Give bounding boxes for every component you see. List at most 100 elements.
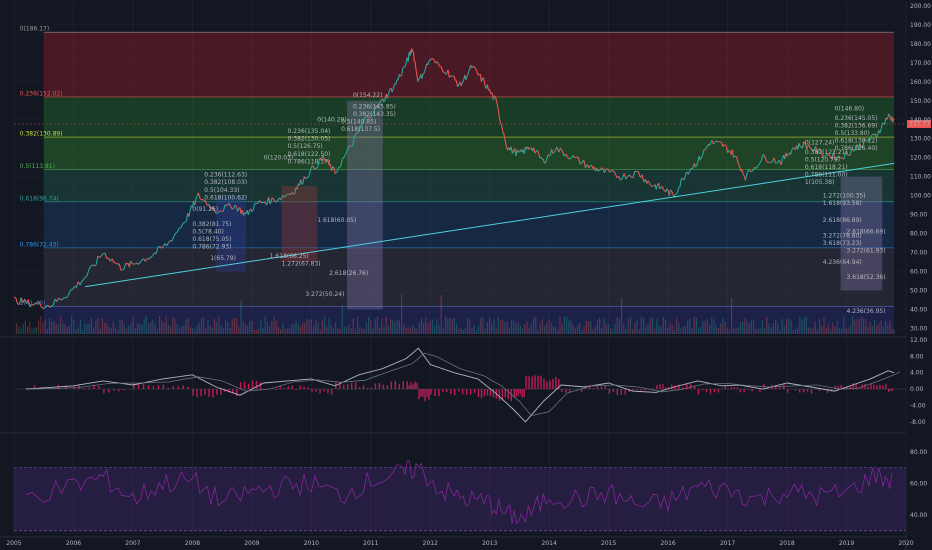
- volume-bar: [293, 323, 295, 334]
- macd-histogram-bar: [350, 382, 353, 390]
- volume-bar: [832, 322, 834, 334]
- macd-histogram-bar: [552, 378, 554, 390]
- volume-bar: [405, 327, 407, 334]
- price-segment: [785, 152, 788, 157]
- volume-bar: [341, 304, 343, 334]
- volume-bar: [808, 327, 810, 334]
- price-segment: [572, 155, 576, 158]
- volume-bar: [255, 329, 257, 334]
- volume-bar: [495, 328, 497, 334]
- volume-bar: [636, 320, 638, 334]
- volume-bar: [442, 328, 444, 334]
- volume-bar: [354, 329, 356, 334]
- price-segment: [818, 148, 822, 151]
- volume-bar: [456, 323, 458, 334]
- volume-bar: [315, 319, 317, 334]
- price-segment: [815, 146, 818, 154]
- volume-bar: [134, 328, 136, 334]
- volume-bar: [482, 316, 484, 334]
- macd-histogram-bar: [806, 389, 809, 392]
- price-segment: [537, 152, 541, 158]
- macd-histogram-bar: [864, 384, 866, 390]
- price-segment: [212, 206, 215, 211]
- volume-bar: [544, 325, 546, 334]
- macd-signal-line: [31, 352, 901, 417]
- macd-histogram-bar: [709, 389, 712, 395]
- volume-bar: [231, 319, 233, 334]
- volume-bar: [451, 318, 453, 334]
- macd-histogram-bar: [323, 389, 325, 392]
- macd-histogram-bar: [454, 389, 456, 396]
- volume-bar: [106, 323, 108, 334]
- macd-histogram-bar: [751, 389, 753, 392]
- volume-bar: [233, 317, 235, 334]
- fib-level-label: 0(186.17): [20, 26, 50, 33]
- fib-annotation: 0.786(72.93): [192, 244, 231, 251]
- support-trendline[interactable]: [85, 162, 895, 288]
- volume-bar: [401, 293, 403, 334]
- volume-bar: [768, 323, 770, 334]
- volume-bar: [678, 323, 680, 334]
- x-tick-label: 2014: [542, 540, 557, 547]
- volume-bar: [865, 319, 867, 334]
- price-segment: [86, 269, 90, 276]
- macd-histogram-bar: [418, 389, 420, 400]
- rsi-tick-label: 60.00: [910, 480, 927, 487]
- volume-bar: [711, 317, 713, 334]
- volume-bar: [891, 328, 893, 334]
- volume-bar: [185, 319, 187, 334]
- price-segment: [442, 71, 445, 74]
- price-segment: [284, 194, 287, 198]
- macd-histogram-bar: [517, 389, 519, 396]
- price-segment: [760, 154, 764, 160]
- volume-bar: [117, 329, 119, 334]
- price-segment: [341, 156, 345, 160]
- volume-bar: [594, 326, 596, 334]
- volume-bar: [887, 324, 889, 334]
- volume-bar: [750, 320, 752, 334]
- price-segment: [466, 72, 469, 77]
- price-segment: [88, 265, 92, 271]
- price-segment: [489, 89, 492, 94]
- macd-histogram-bar: [430, 389, 432, 395]
- macd-histogram-bar: [810, 389, 813, 394]
- volume-bar: [706, 319, 708, 334]
- rsi-panel: [14, 460, 906, 532]
- fib-annotation: 0.236(135.04): [288, 128, 331, 135]
- volume-bar: [431, 318, 433, 334]
- price-segment: [748, 169, 752, 173]
- price-segment: [157, 245, 160, 248]
- volume-bar: [141, 324, 143, 334]
- volume-bar: [585, 320, 587, 334]
- volume-bar: [599, 317, 601, 334]
- price-segment: [15, 297, 19, 304]
- x-tick-label: 2015: [601, 540, 616, 547]
- volume-bar: [291, 324, 293, 334]
- volume-bar: [720, 323, 722, 334]
- macd-histogram-bar: [870, 383, 872, 390]
- price-segment: [857, 143, 861, 150]
- price-segment: [180, 223, 184, 228]
- volume-bar: [310, 319, 312, 334]
- volume-bar: [220, 325, 222, 334]
- macd-histogram-bar: [620, 389, 622, 395]
- trendline[interactable]: [85, 162, 895, 288]
- macd-histogram-bar: [565, 389, 567, 393]
- volume-bar: [493, 319, 495, 334]
- macd-histogram-bar: [319, 389, 321, 394]
- price-tick-label: 120.00: [910, 155, 931, 162]
- volume-bar: [163, 322, 165, 334]
- price-tick-label: 160.00: [910, 79, 931, 86]
- volume-bar: [101, 318, 103, 334]
- price-segment: [61, 297, 65, 301]
- price-segment: [421, 73, 424, 79]
- macd-histogram-bar: [885, 383, 887, 390]
- price-tick-label: 150.00: [910, 98, 931, 105]
- volume-bar: [830, 329, 832, 334]
- macd-histogram-bar: [779, 385, 781, 390]
- macd-histogram-bar: [428, 389, 430, 400]
- price-segment: [891, 116, 893, 122]
- volume-bar: [849, 326, 851, 334]
- price-tick-label: 200.00: [910, 3, 931, 10]
